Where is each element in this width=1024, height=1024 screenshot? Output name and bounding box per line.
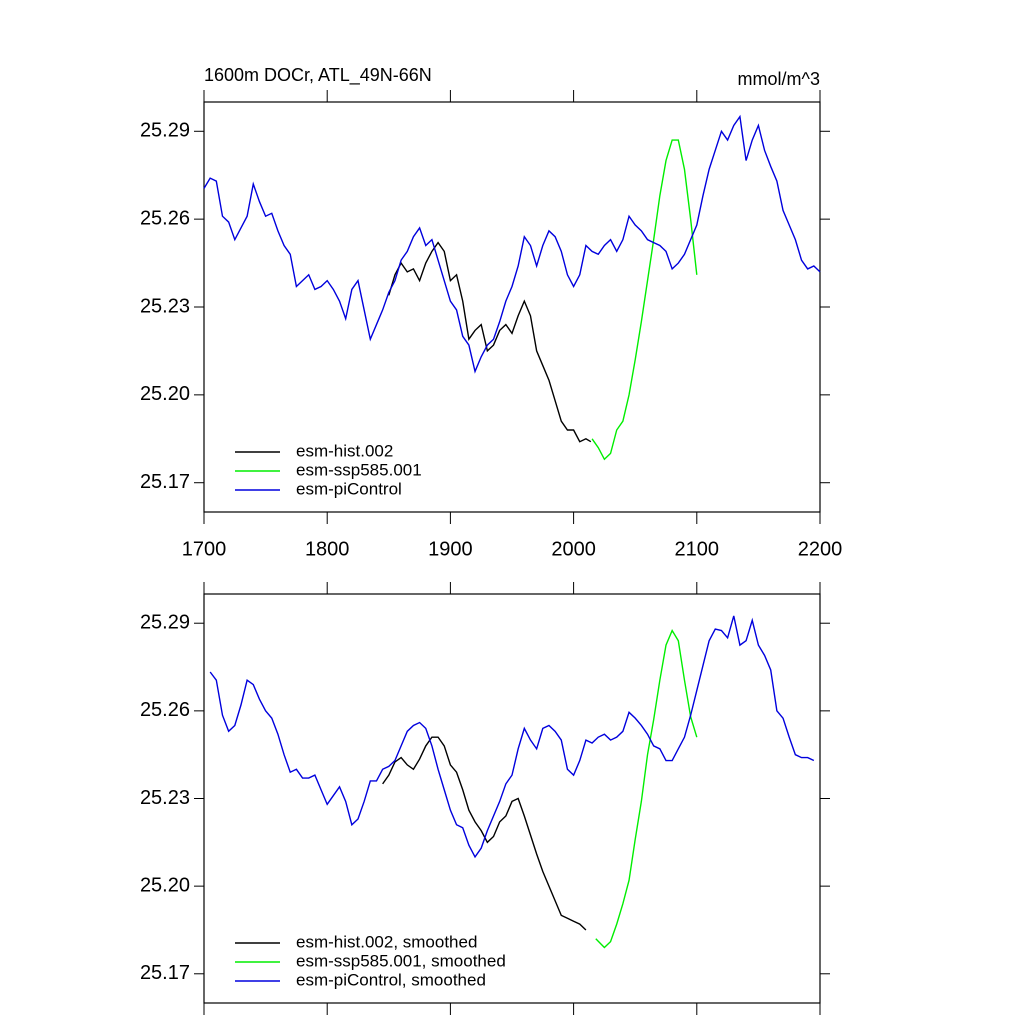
data-line — [382, 736, 587, 931]
y-tick-label: 25.29 — [140, 611, 190, 633]
data-line — [388, 241, 592, 443]
legend-label: esm-ssp585.001 — [296, 460, 422, 479]
x-tick-label: 2200 — [798, 538, 843, 560]
x-tick-label: 1800 — [305, 538, 350, 560]
y-tick-label: 25.20 — [140, 383, 190, 405]
y-tick-label: 25.23 — [140, 295, 190, 317]
x-tick-label: 2100 — [675, 538, 720, 560]
data-line — [595, 628, 698, 949]
legend-label: esm-hist.002 — [296, 441, 393, 460]
y-tick-label: 25.23 — [140, 787, 190, 809]
units-label: mmol/m^3 — [738, 69, 820, 89]
y-tick-label: 25.29 — [140, 120, 190, 142]
x-tick-label: 1900 — [428, 538, 473, 560]
y-tick-label: 25.17 — [140, 962, 190, 984]
data-line — [203, 114, 821, 374]
legend-label: esm-piControl, smoothed — [296, 970, 486, 989]
y-tick-label: 25.26 — [140, 207, 190, 229]
legend-label: esm-piControl — [296, 479, 402, 498]
x-tick-label: 1700 — [182, 538, 227, 560]
y-tick-label: 25.20 — [140, 874, 190, 896]
chart-title: 1600m DOCr, ATL_49N-66N — [204, 65, 432, 86]
x-tick-label: 2000 — [551, 538, 596, 560]
y-tick-label: 25.17 — [140, 471, 190, 493]
data-line — [591, 139, 698, 461]
legend-label: esm-hist.002, smoothed — [296, 932, 477, 951]
data-line — [209, 615, 815, 859]
legend-label: esm-ssp585.001, smoothed — [296, 951, 506, 970]
y-tick-label: 25.26 — [140, 699, 190, 721]
